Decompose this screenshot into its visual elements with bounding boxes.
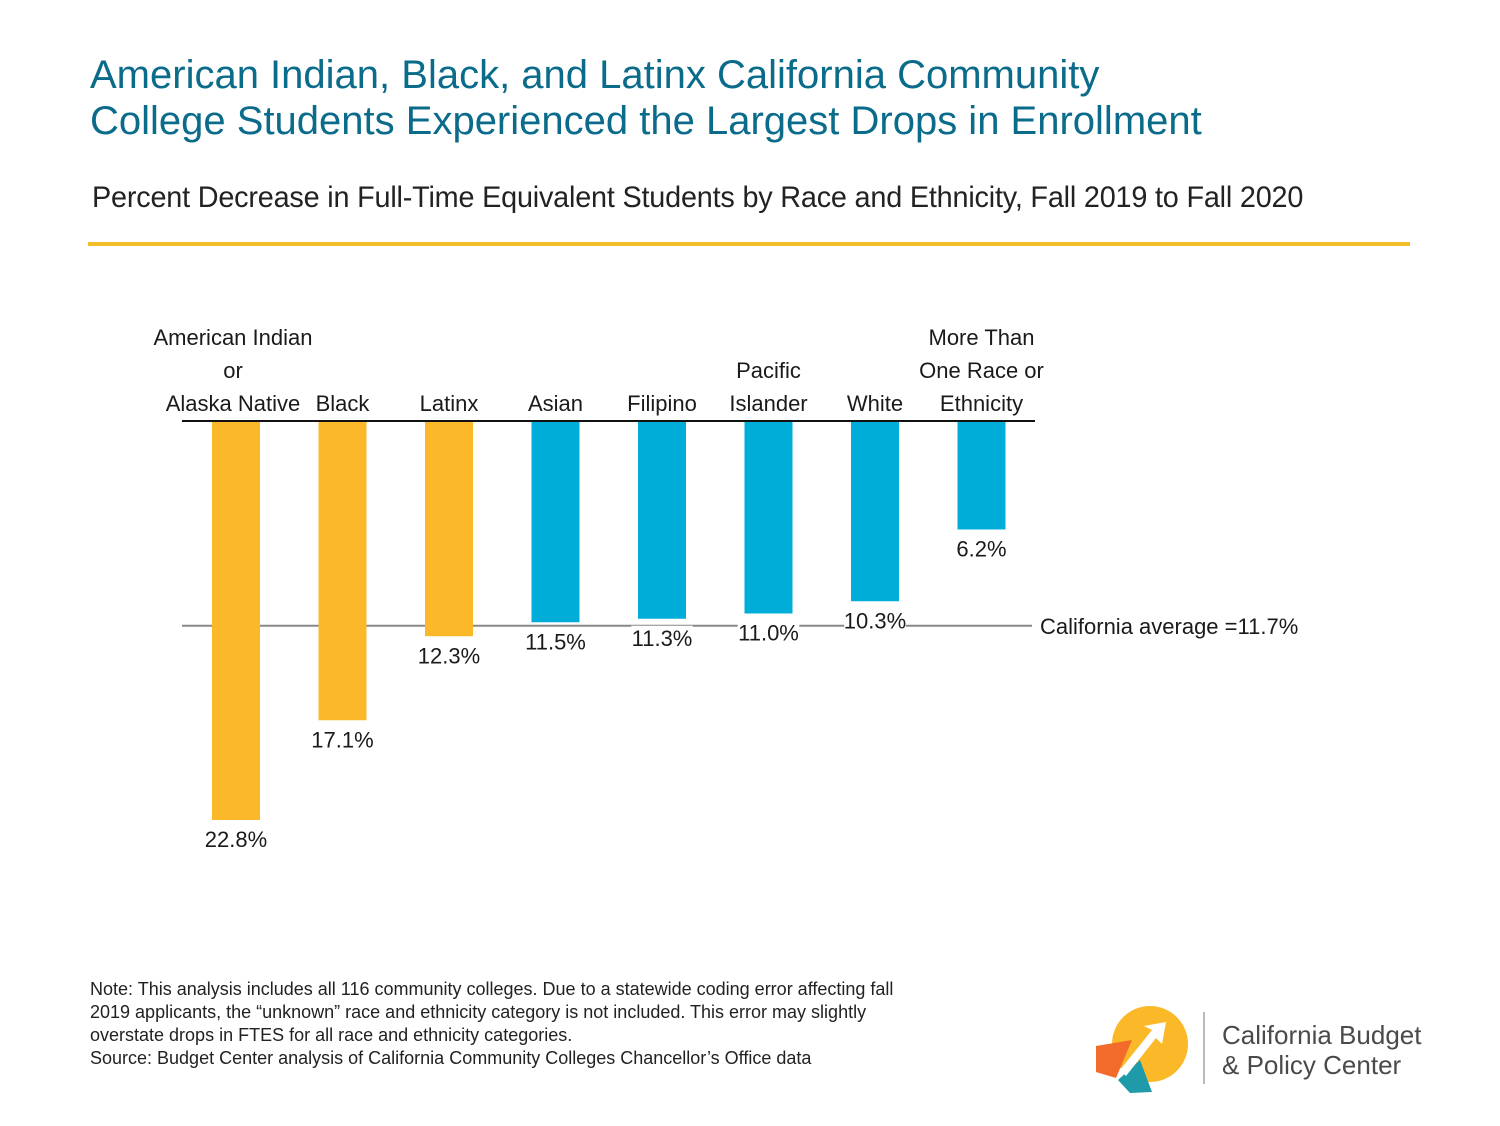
value-label-bg-7 bbox=[956, 536, 1007, 563]
value-label-0: 22.8% bbox=[205, 827, 267, 852]
note-line2: 2019 applicants, the “unknown” race and … bbox=[90, 1002, 867, 1022]
value-label-5: 11.0% bbox=[738, 621, 799, 646]
value-label-6: 10.3% bbox=[844, 608, 906, 633]
value-label-2: 12.3% bbox=[418, 643, 480, 668]
chart-title-line1: American Indian, Black, and Latinx Calif… bbox=[90, 53, 1100, 97]
bar-7 bbox=[957, 421, 1006, 530]
bar-chart: 22.8% 17.1% 12.3% 11.5% 11.3% 11.0% 10.3% 6.2% A… bbox=[154, 325, 1298, 853]
value-label-bg-4 bbox=[631, 625, 693, 652]
value-label-bg-2 bbox=[418, 643, 480, 670]
category-label-7-1: One Race or bbox=[919, 358, 1044, 383]
chart-title: American Indian, Black, and Latinx Calif… bbox=[90, 52, 1450, 144]
value-label-bg-0 bbox=[205, 827, 267, 853]
value-label-bg-5 bbox=[737, 620, 800, 647]
value-label-1: 17.1% bbox=[311, 727, 373, 752]
category-label-7-0: More Than bbox=[929, 325, 1035, 350]
logo-arrow bbox=[1120, 1022, 1166, 1076]
reference-label: California average =11.7% bbox=[1040, 614, 1298, 639]
value-label-3: 11.5% bbox=[525, 629, 586, 654]
category-label-0-1: or bbox=[223, 358, 243, 383]
brand-line2: & Policy Center bbox=[1222, 1050, 1402, 1080]
logo-teal-shape bbox=[1118, 1060, 1152, 1093]
category-label-4-0: Filipino bbox=[627, 391, 697, 416]
category-label-0-2: Alaska Native bbox=[166, 391, 301, 416]
category-label-7-2: Ethnicity bbox=[940, 391, 1023, 416]
source-line: Source: Budget Center analysis of Califo… bbox=[90, 1048, 812, 1068]
category-label-5-1: Islander bbox=[729, 391, 807, 416]
chart-title-line2: College Students Experienced the Largest… bbox=[90, 99, 1202, 143]
bar-6 bbox=[851, 421, 899, 602]
category-label-6-0: White bbox=[847, 391, 903, 416]
logo-divider bbox=[1203, 1012, 1205, 1084]
value-label-7: 6.2% bbox=[956, 537, 1006, 562]
value-label-bg-1 bbox=[311, 727, 374, 754]
bar-3 bbox=[531, 421, 580, 623]
value-label-4: 11.3% bbox=[632, 626, 693, 651]
logo-orange-shape bbox=[1096, 1040, 1132, 1078]
value-label-bg-6 bbox=[844, 608, 906, 635]
bar-5 bbox=[744, 421, 793, 614]
category-label-5-0: Pacific bbox=[736, 358, 801, 383]
category-label-3-0: Asian bbox=[528, 391, 583, 416]
chart-subtitle: Percent Decrease in Full-Time Equivalent… bbox=[92, 181, 1304, 214]
bar-2 bbox=[425, 421, 473, 637]
brand-line1: California Budget bbox=[1222, 1020, 1422, 1050]
category-label-2-0: Latinx bbox=[420, 391, 479, 416]
note-line1: Note: This analysis includes all 116 com… bbox=[90, 979, 894, 999]
category-label-0-0: American Indian bbox=[154, 325, 313, 350]
chart-note: Note: This analysis includes all 116 com… bbox=[90, 978, 1070, 1070]
category-label-1-0: Black bbox=[316, 391, 371, 416]
bar-0 bbox=[212, 421, 260, 820]
title-divider bbox=[88, 242, 1410, 246]
logo-icon bbox=[1096, 1006, 1188, 1093]
note-line3: overstate drops in FTES for all race and… bbox=[90, 1025, 573, 1045]
bar-1 bbox=[318, 421, 367, 721]
value-label-bg-3 bbox=[524, 629, 587, 656]
bar-4 bbox=[638, 421, 686, 619]
brand-name: California Budget & Policy Center bbox=[1222, 1020, 1421, 1080]
